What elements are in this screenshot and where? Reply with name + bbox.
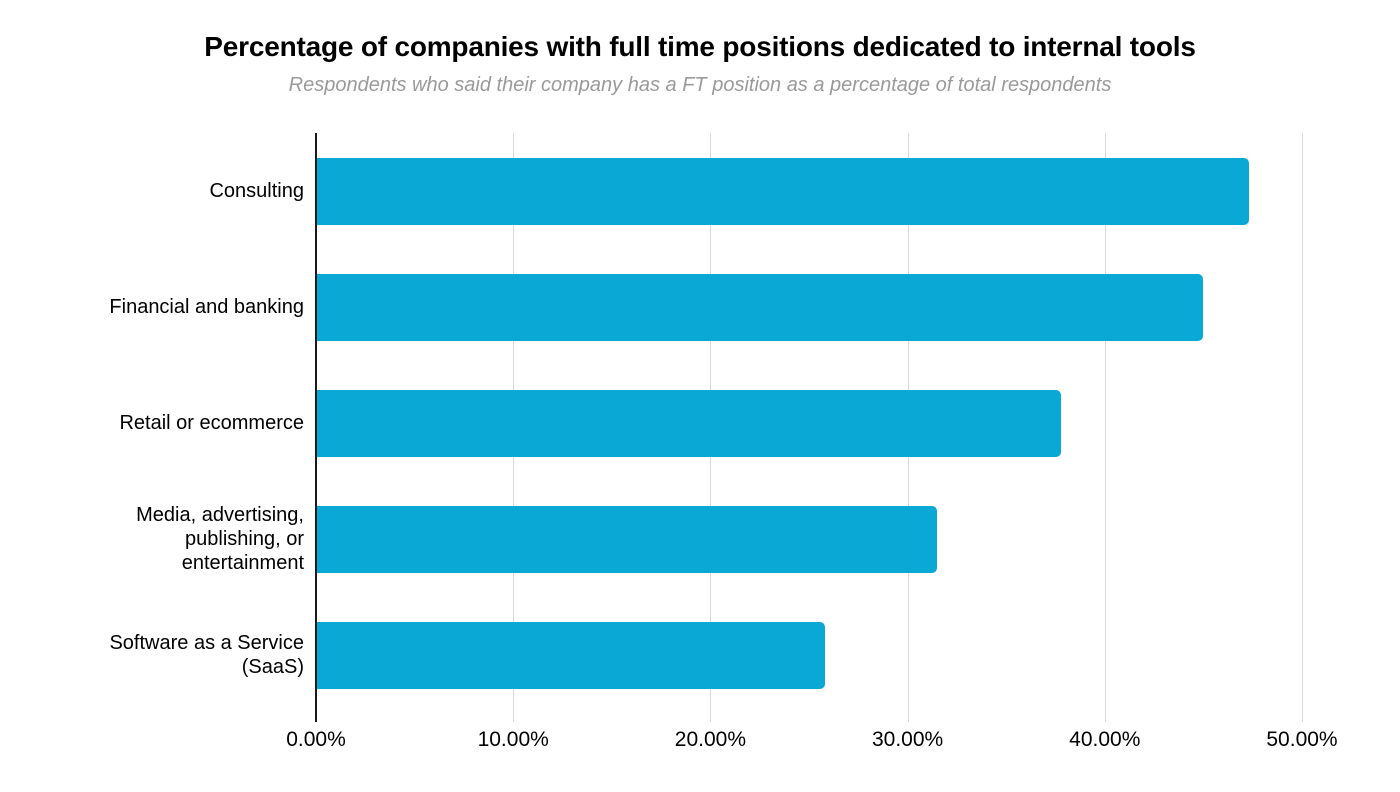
x-axis: 0.00% 10.00% 20.00% 30.00% 40.00% 50.00% xyxy=(286,727,1337,753)
x-tick-label-30: 30.00% xyxy=(871,728,944,751)
x-tick-label-0: 0.00% xyxy=(286,728,346,751)
category-label-retail-or-ecommerce: Retail or ecommerce xyxy=(0,411,316,435)
bar-row-media-advertising-publishing-entertainment: Media, advertising, publishing, or enter… xyxy=(0,481,1400,597)
category-label-financial-and-banking: Financial and banking xyxy=(0,295,316,319)
category-label-text: Financial and banking xyxy=(109,296,304,318)
category-label-media-advertising-publishing-entertainment: Media, advertising, publishing, or enter… xyxy=(0,503,316,575)
category-label-text: Retail or ecommerce xyxy=(119,412,304,434)
x-tick-label-40: 40.00% xyxy=(1069,728,1141,751)
bar-financial-and-banking xyxy=(316,273,1204,341)
bar-track xyxy=(316,621,1302,689)
y-axis-zero-line xyxy=(315,133,317,722)
bar-row-retail-or-ecommerce: Retail or ecommerce xyxy=(0,365,1400,481)
x-tick-label-20: 20.00% xyxy=(674,728,747,751)
chart-title: Percentage of companies with full time p… xyxy=(204,31,1196,62)
gridline-40pct xyxy=(1104,133,1106,722)
bar-row-consulting: Consulting xyxy=(0,133,1400,249)
chart-subtitle: Respondents who said their company has a… xyxy=(288,74,1112,96)
x-tick-label-50: 50.00% xyxy=(1266,728,1338,751)
bar-row-financial-and-banking: Financial and banking xyxy=(0,249,1400,365)
chart-header: Percentage of companies with full time p… xyxy=(0,0,1400,98)
gridline-50pct xyxy=(1302,133,1303,722)
bar-rows: Consulting Financial and banking Retail … xyxy=(0,133,1400,713)
bar-consulting xyxy=(316,157,1249,225)
category-label-text: Software as a Service (SaaS) xyxy=(109,632,304,678)
bar-media-advertising-publishing-entertainment xyxy=(316,505,938,573)
bar-saas xyxy=(316,621,825,689)
bar-track xyxy=(316,505,1302,573)
bar-track xyxy=(316,157,1302,225)
category-label-saas: Software as a Service (SaaS) xyxy=(0,631,316,679)
bar-row-saas: Software as a Service (SaaS) xyxy=(0,597,1400,713)
bar-retail-or-ecommerce xyxy=(316,389,1062,457)
x-tick-label-10: 10.00% xyxy=(477,728,549,751)
category-label-consulting: Consulting xyxy=(0,179,316,203)
category-label-text: Media, advertising, publishing, or enter… xyxy=(136,504,304,574)
plot-area: Consulting Financial and banking Retail … xyxy=(0,133,1400,722)
bar-track xyxy=(316,273,1302,341)
bar-track xyxy=(316,389,1302,457)
category-label-text: Consulting xyxy=(209,180,304,202)
